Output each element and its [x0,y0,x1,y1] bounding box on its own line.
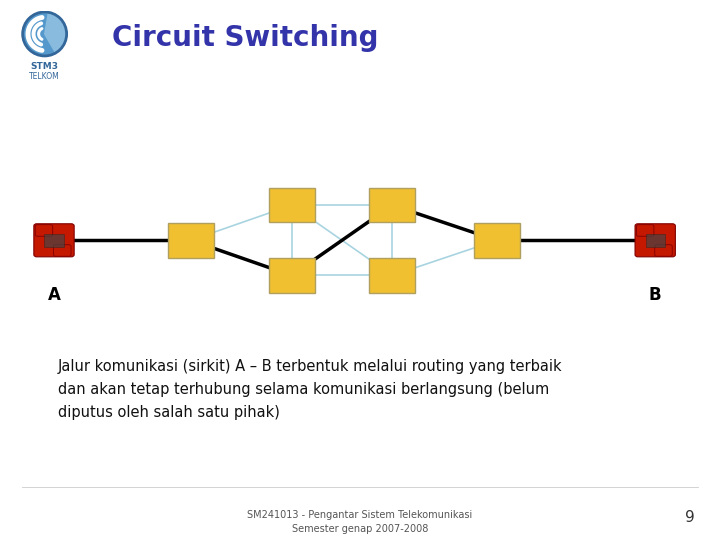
Text: Circuit Switching: Circuit Switching [112,24,378,52]
FancyBboxPatch shape [369,258,415,293]
FancyBboxPatch shape [635,224,675,257]
FancyBboxPatch shape [636,225,654,237]
Circle shape [22,12,67,56]
FancyBboxPatch shape [654,245,672,256]
Text: B: B [649,286,662,304]
Text: A: A [48,286,60,304]
FancyBboxPatch shape [34,224,74,257]
Wedge shape [45,12,67,53]
FancyBboxPatch shape [646,234,665,247]
Text: STM3: STM3 [31,62,58,71]
FancyBboxPatch shape [269,258,315,293]
FancyBboxPatch shape [474,223,520,258]
Text: Jalur komunikasi (sirkit) A – B terbentuk melalui routing yang terbaik
dan akan : Jalur komunikasi (sirkit) A – B terbentu… [58,359,562,420]
FancyBboxPatch shape [168,223,214,258]
Text: 9: 9 [685,510,695,525]
FancyBboxPatch shape [53,245,71,256]
Text: TELKOM: TELKOM [30,72,60,81]
FancyBboxPatch shape [269,188,315,222]
Text: SM241013 - Pengantar Sistem Telekomunikasi
Semester genap 2007-2008: SM241013 - Pengantar Sistem Telekomunika… [248,510,472,534]
FancyBboxPatch shape [45,234,63,247]
FancyBboxPatch shape [35,225,53,237]
FancyBboxPatch shape [369,188,415,222]
